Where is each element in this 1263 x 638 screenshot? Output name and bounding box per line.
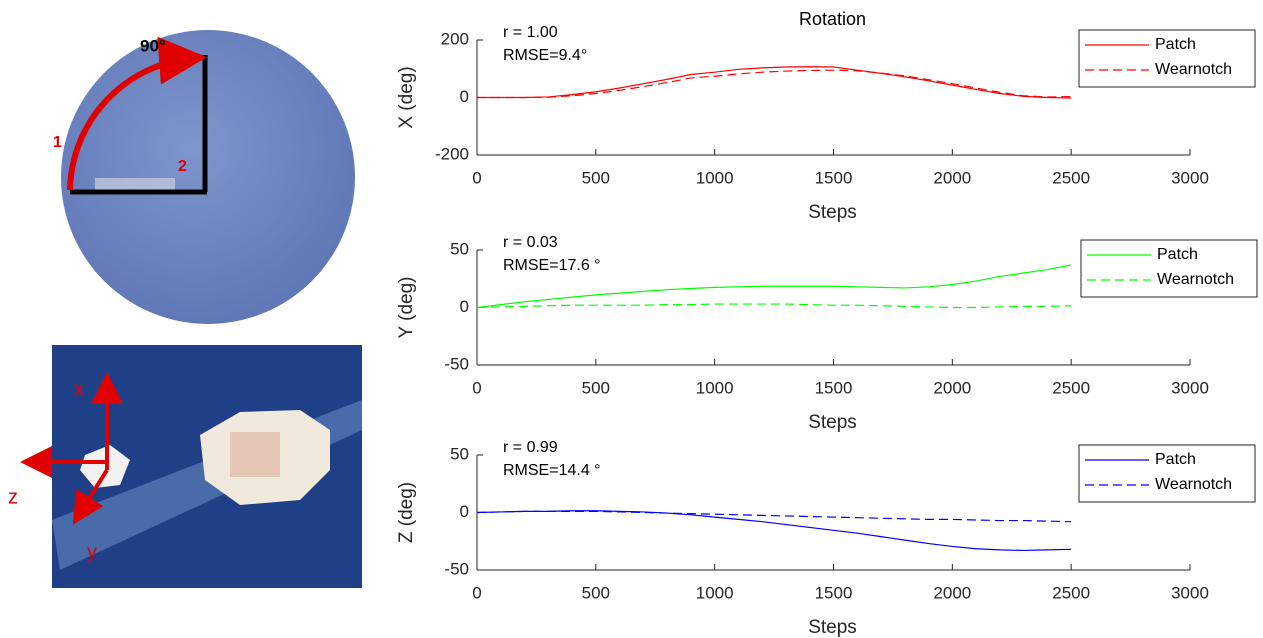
dial-mark [95,178,175,190]
chart-title: Rotation [799,9,866,29]
legend-box [1078,29,1256,88]
x-axis-label: Steps [808,412,857,433]
x-axis-label: Steps [808,617,857,638]
legend-box [1080,239,1258,298]
x-axis-label: x [74,378,84,400]
data-line [476,303,1072,309]
y-tick-label: -50 [444,559,469,578]
annotation: r = 1.00 [503,24,558,41]
annotation: RMSE=17.6 ° [503,257,601,274]
legend-label: Patch [1157,246,1198,263]
legend-box [1078,444,1256,503]
arm-label: 2 [178,158,187,175]
x-axis-label: Steps [808,202,857,223]
data-line [477,69,1072,99]
x-tick-label: 1000 [696,168,734,187]
z-axis-label: z [8,486,18,508]
x-tick-label: 500 [582,378,610,397]
y-axis-label: X (deg) [396,66,417,128]
x-tick-label: 2000 [933,583,971,602]
y-tick-label: -200 [435,144,469,163]
x-tick-label: 1500 [815,583,853,602]
sensor-photo: x z y [8,345,362,588]
x-tick-label: 500 [582,168,610,187]
rotation-arc [67,36,207,191]
circuit [230,432,280,477]
data-line [477,66,1072,99]
legend-label: Wearnotch [1155,61,1232,78]
x-tick-label: 2500 [1052,583,1090,602]
annotation: RMSE=9.4° [503,47,587,64]
y-arrow [72,468,109,525]
legend-label: Patch [1155,451,1196,468]
x-tick-label: 0 [472,583,481,602]
x-tick-label: 1000 [696,583,734,602]
data-line [476,510,1072,552]
y-tick-label: 0 [460,502,469,521]
x-tick-label: 3000 [1171,583,1209,602]
data-line [476,264,1072,309]
annotation: r = 0.99 [503,439,558,456]
y-tick-label: 0 [460,87,469,106]
y-tick-label: 50 [450,239,469,258]
arc-label: 1 [53,134,62,151]
annotation: RMSE=14.4 ° [503,462,601,479]
annotation: r = 0.03 [503,234,558,251]
angle-label: 90° [140,36,166,55]
x-tick-label: 2500 [1052,378,1090,397]
x-tick-label: 3000 [1171,168,1209,187]
dial [61,30,355,324]
x-tick-label: 1500 [815,168,853,187]
x-tick-label: 2000 [933,168,971,187]
y-tick-label: 0 [460,297,469,316]
legend-label: Patch [1155,36,1196,53]
x-tick-label: 0 [472,378,481,397]
x-tick-label: 500 [582,583,610,602]
x-tick-label: 3000 [1171,378,1209,397]
y-axis-label: Y (deg) [396,277,417,339]
y-tick-label: 200 [441,29,469,48]
x-tick-label: 2000 [933,378,971,397]
data-line [476,510,1072,523]
y-tick-label: 50 [450,444,469,463]
y-tick-label: -50 [444,354,469,373]
x-tick-label: 2500 [1052,168,1090,187]
legend-label: Wearnotch [1155,476,1232,493]
y-axis-label: y [87,541,97,563]
x-tick-label: 1000 [696,378,734,397]
dial-photo: 90° 1 2 [53,30,355,324]
x-tick-label: 1500 [815,378,853,397]
y-axis-label: Z (deg) [396,482,417,543]
legend-label: Wearnotch [1157,271,1234,288]
x-tick-label: 0 [472,168,481,187]
